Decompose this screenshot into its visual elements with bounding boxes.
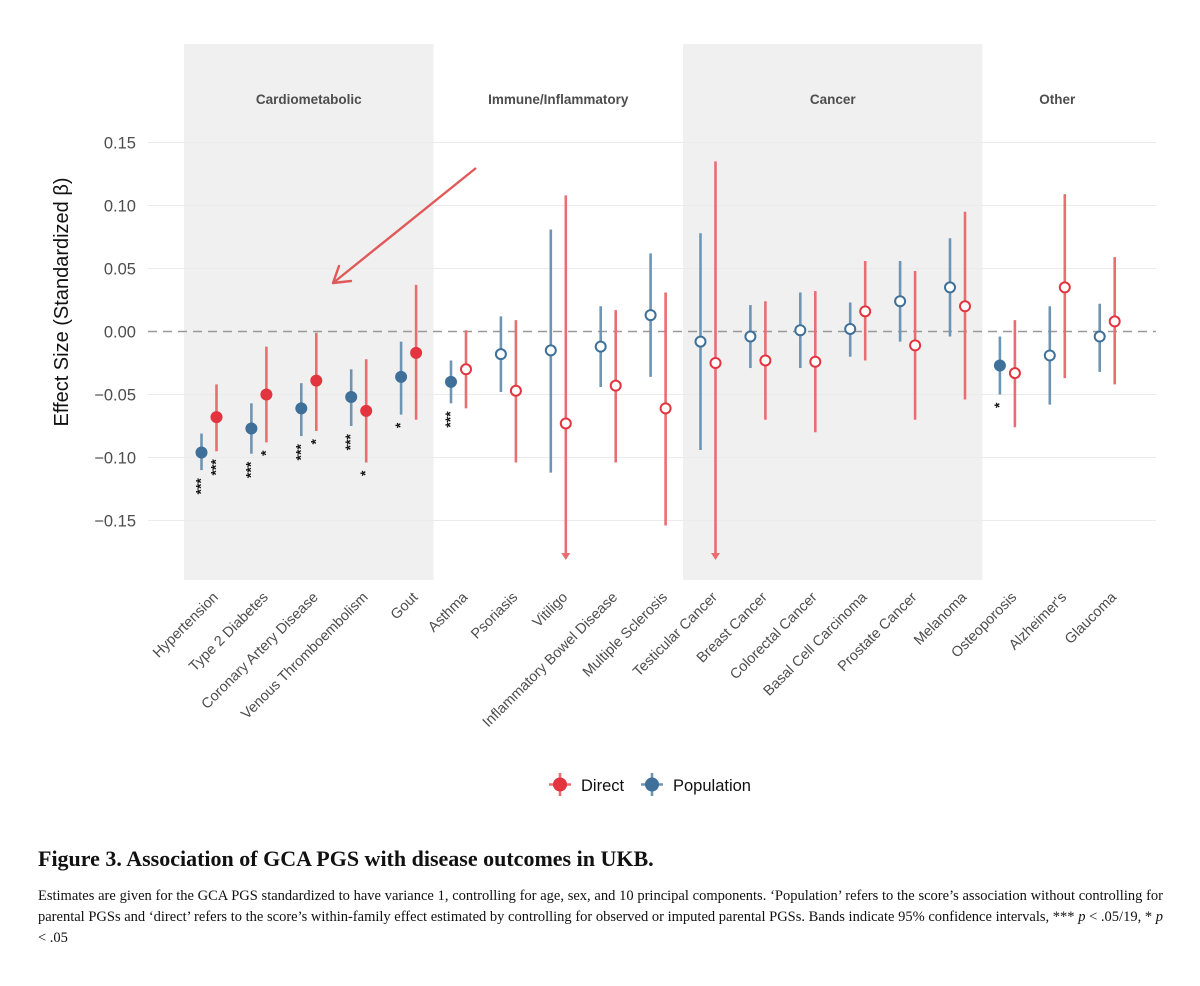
estimate-marks bbox=[195, 161, 1121, 560]
point-population bbox=[1093, 330, 1106, 343]
x-tick-label: Colorectal Cancer bbox=[727, 589, 820, 682]
point-population bbox=[494, 348, 507, 361]
point-direct bbox=[310, 374, 323, 387]
point-population bbox=[544, 344, 557, 357]
effect-size-chart: Cardiometabolic Immune/Inflammatory Cancer… bbox=[51, 44, 1156, 796]
point-population bbox=[644, 309, 657, 322]
point-population bbox=[445, 375, 457, 388]
point-direct bbox=[959, 300, 971, 313]
point-direct bbox=[460, 363, 472, 376]
x-tick-label: Multiple Sclerosis bbox=[580, 590, 671, 681]
y-tick-label: 0.15 bbox=[104, 135, 136, 153]
y-axis: 0.15 0.10 0.05 0.00 −0.05 −0.10 −0.15 Effect Si… bbox=[51, 135, 136, 531]
x-tick-label: Vitiligo bbox=[530, 590, 571, 631]
significance-labels: ************* ********** bbox=[193, 402, 1007, 495]
group-band-2 bbox=[683, 44, 983, 580]
caption-p2: p bbox=[1155, 909, 1163, 925]
point-direct bbox=[609, 379, 622, 392]
caption-text: Estimates are given for the GCA PGS stan… bbox=[38, 888, 1163, 925]
point-direct bbox=[709, 357, 722, 369]
truncation-arrow bbox=[711, 553, 720, 560]
legend-label: Direct bbox=[581, 777, 625, 795]
group-label: Cancer bbox=[810, 92, 857, 107]
significance-label: * bbox=[392, 422, 408, 428]
caption-sig-2: < .05/19, * bbox=[1085, 909, 1156, 925]
point-population bbox=[694, 335, 707, 348]
x-tick-label: Gout bbox=[388, 590, 422, 624]
point-direct bbox=[909, 339, 922, 352]
point-direct bbox=[659, 402, 672, 415]
point-direct bbox=[1008, 367, 1021, 380]
caption-body: Estimates are given for the GCA PGS stan… bbox=[38, 886, 1163, 949]
point-population bbox=[744, 330, 757, 343]
x-tick-label: Glaucoma bbox=[1062, 589, 1121, 648]
point-direct bbox=[210, 411, 223, 424]
annotation-arrow-shaft bbox=[332, 167, 477, 284]
truncation-arrow bbox=[561, 553, 571, 560]
point-population bbox=[395, 370, 408, 383]
point-population bbox=[195, 446, 208, 459]
significance-label: * bbox=[991, 402, 1007, 408]
significance-label: *** bbox=[342, 433, 358, 450]
caption-sig-3: < .05 bbox=[38, 930, 68, 946]
y-tick-label: −0.05 bbox=[94, 387, 136, 405]
point-population bbox=[844, 322, 857, 335]
x-tick-label: Psoriasis bbox=[468, 590, 521, 643]
y-tick-label: 0.10 bbox=[104, 198, 136, 216]
point-population bbox=[894, 295, 907, 308]
point-direct bbox=[559, 417, 572, 430]
significance-label: *** bbox=[242, 461, 258, 478]
point-direct bbox=[410, 346, 423, 359]
group-labels: Cardiometabolic Immune/Inflammatory Cancer… bbox=[256, 92, 1076, 107]
caption-sig-1: *** bbox=[1052, 909, 1079, 925]
y-tick-label: −0.15 bbox=[94, 513, 136, 531]
annotation-arrow bbox=[331, 167, 477, 285]
point-population bbox=[1043, 349, 1056, 362]
point-population bbox=[794, 324, 807, 337]
significance-label: *** bbox=[193, 478, 209, 495]
significance-label: *** bbox=[208, 459, 224, 476]
legend-key-point bbox=[645, 777, 659, 792]
point-direct bbox=[859, 305, 872, 318]
significance-label: *** bbox=[442, 411, 458, 428]
point-direct bbox=[509, 384, 522, 397]
point-direct bbox=[759, 354, 772, 367]
x-tick-label: Asthma bbox=[425, 589, 472, 636]
legend-label: Population bbox=[673, 777, 751, 795]
point-population bbox=[944, 281, 956, 294]
y-tick-label: −0.10 bbox=[94, 450, 136, 468]
figure-caption: Figure 3. Association of GCA PGS with di… bbox=[38, 846, 1163, 949]
caption-p1: p bbox=[1078, 909, 1086, 925]
legend-key-point bbox=[553, 777, 567, 792]
point-population bbox=[993, 359, 1006, 372]
group-label: Other bbox=[1039, 92, 1076, 107]
annotation-arrow-head bbox=[331, 264, 353, 285]
point-direct bbox=[1058, 281, 1071, 294]
y-tick-label: 0.05 bbox=[104, 261, 136, 279]
point-population bbox=[345, 391, 358, 404]
gridlines bbox=[148, 142, 1156, 521]
point-population bbox=[295, 402, 308, 415]
group-band-0 bbox=[184, 44, 434, 580]
group-bands bbox=[184, 44, 983, 580]
legend: Direct Population bbox=[549, 773, 751, 796]
point-direct bbox=[360, 404, 373, 417]
significance-label: * bbox=[357, 470, 373, 476]
point-population bbox=[594, 340, 607, 353]
group-label: Cardiometabolic bbox=[256, 92, 362, 107]
point-direct bbox=[260, 388, 273, 401]
significance-label: * bbox=[257, 450, 273, 456]
caption-title: Figure 3. Association of GCA PGS with di… bbox=[38, 846, 654, 871]
significance-label: *** bbox=[292, 444, 308, 461]
y-axis-label: Effect Size (Standardized β) bbox=[51, 177, 73, 426]
point-direct bbox=[1108, 315, 1121, 328]
group-label: Immune/Inflammatory bbox=[488, 92, 629, 107]
y-tick-label: 0.00 bbox=[104, 324, 136, 342]
x-tick-label: Testicular Cancer bbox=[630, 589, 721, 680]
point-direct bbox=[809, 355, 822, 368]
significance-label: * bbox=[307, 438, 323, 444]
point-population bbox=[245, 422, 258, 435]
